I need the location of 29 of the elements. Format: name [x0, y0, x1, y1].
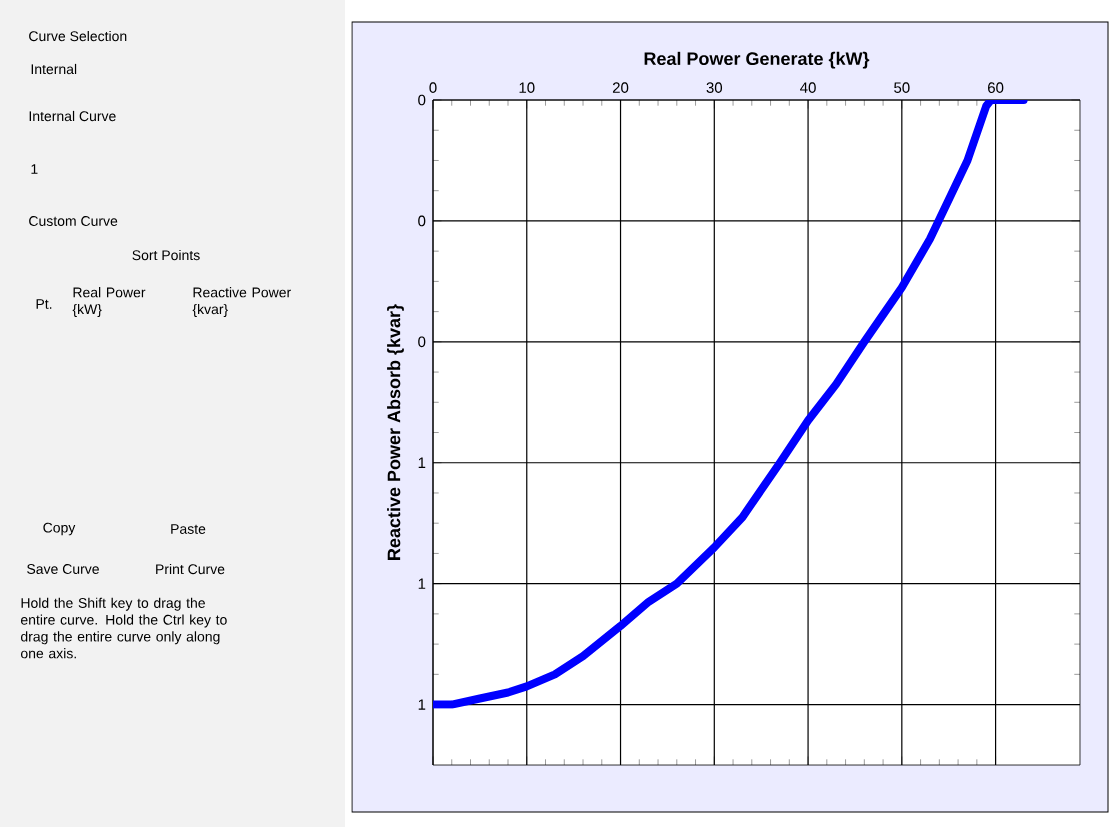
text: Custom Curve — [29, 216, 118, 226]
text: Real Power {kW} — [72, 287, 146, 317]
text: Curve Selection — [29, 30, 127, 42]
text: Internal — [31, 63, 77, 75]
text: Internal Curve — [29, 110, 116, 122]
text: Reactive Power {kvar} — [192, 287, 291, 317]
y-axis-title: Reactive Power Absorb {kvar} — [387, 304, 404, 560]
y-tick-label: 0 — [418, 336, 426, 348]
text: Pt. — [36, 299, 52, 309]
x-tick-label: 40 — [800, 82, 816, 93]
y-tick-label: 0 — [418, 215, 426, 227]
text: Sort Points — [132, 249, 200, 261]
x-tick-label: 20 — [612, 82, 629, 93]
x-tick-label: 50 — [894, 82, 910, 93]
x-tick-label: 60 — [988, 82, 1004, 93]
x-tick-label: 30 — [706, 82, 723, 93]
text: Save Curve — [27, 564, 99, 574]
y-tick-label: 1 — [418, 457, 426, 468]
text: Hold the Shift key to drag the entire curve. Hold the Ctrl key to drag the entire curve only along one axis. — [21, 597, 227, 659]
x-tick-label: 0 — [429, 82, 437, 93]
y-tick-label: 1 — [418, 578, 426, 589]
text: Print Curve — [156, 563, 225, 575]
x-axis-title: Real Power Generate {kW} — [644, 51, 870, 69]
y-tick-label: 0 — [418, 94, 426, 106]
text: Paste — [171, 524, 206, 534]
text: Copy — [43, 522, 76, 536]
y-tick-label: 1 — [418, 699, 426, 710]
text: 1 — [31, 164, 38, 174]
x-tick-label: 10 — [519, 82, 535, 93]
